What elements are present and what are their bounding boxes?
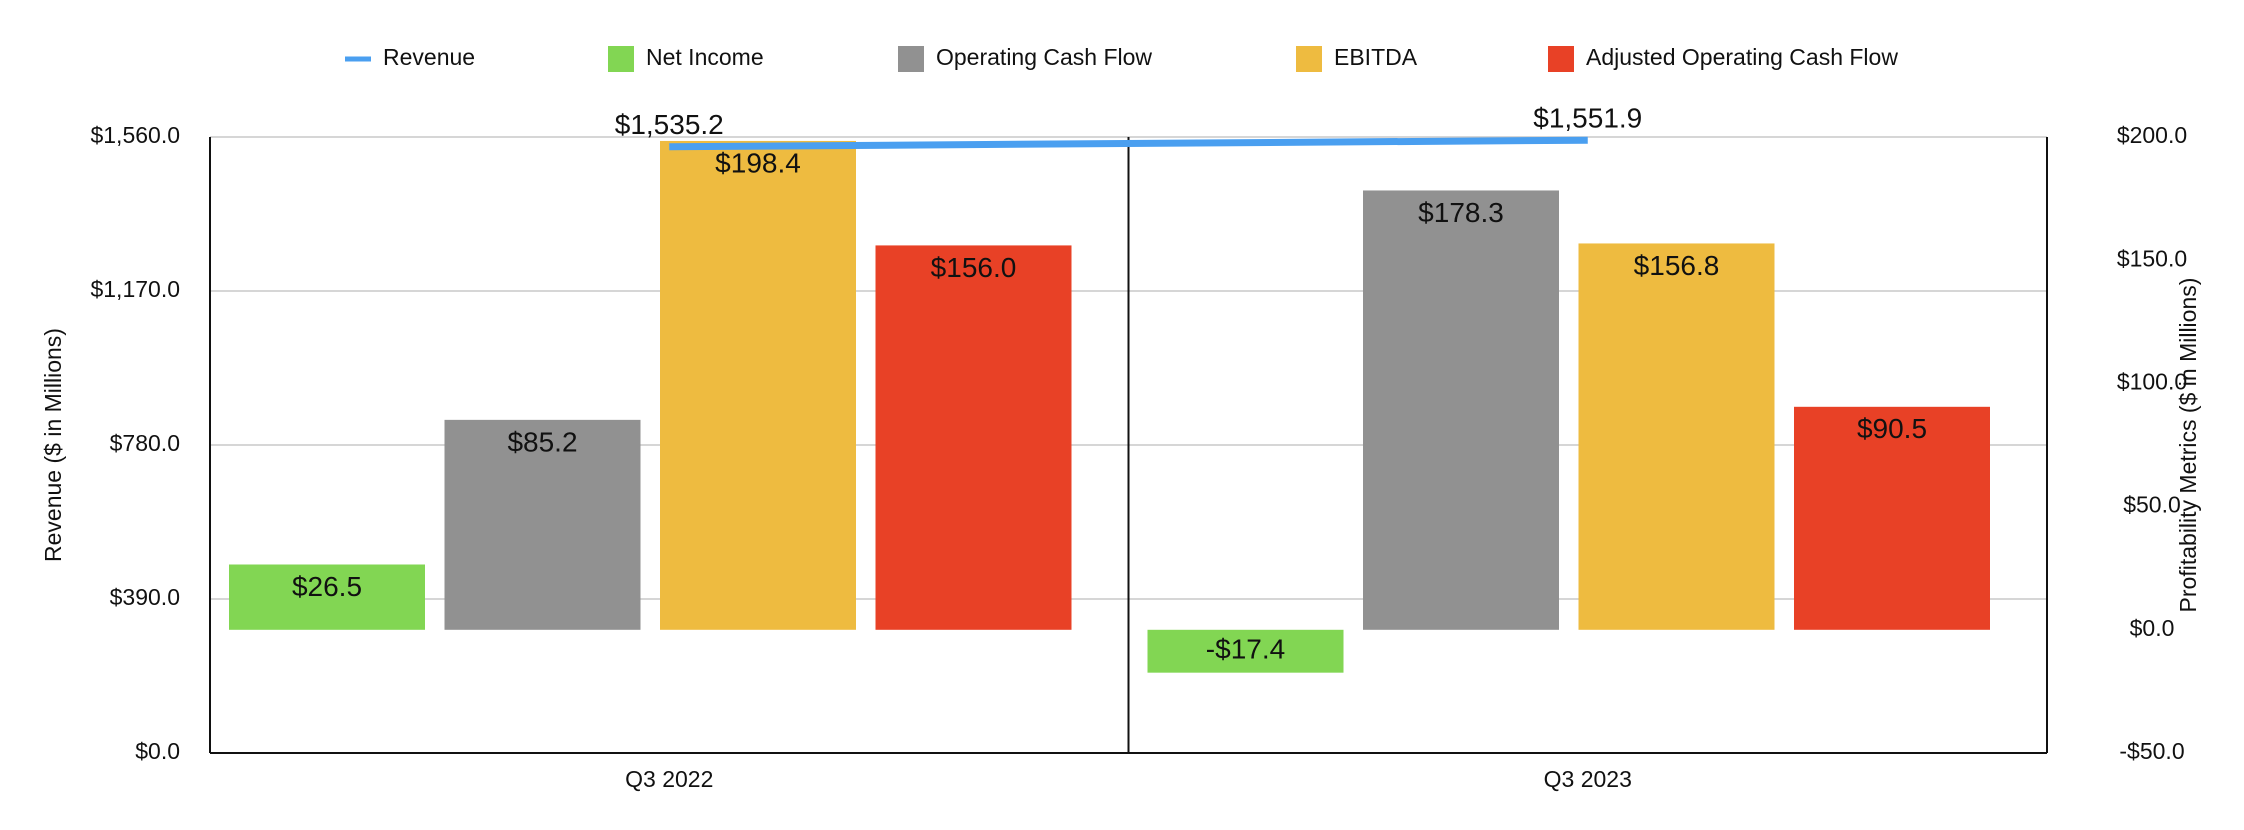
bar	[229, 564, 425, 630]
y-tick-label: $1,170.0	[90, 276, 180, 302]
y2-axis-title: Profitability Metrics ($ in Millions)	[2175, 278, 2201, 613]
y-tick-label: $1,560.0	[90, 122, 180, 148]
legend-swatch	[608, 46, 634, 72]
y-tick-label: $0.0	[135, 738, 180, 764]
bar	[1363, 190, 1559, 630]
y2-tick-label: $100.0	[2117, 368, 2187, 394]
legend-label: Adjusted Operating Cash Flow	[1586, 44, 1898, 70]
bar	[1794, 406, 1990, 630]
bar	[1578, 243, 1775, 630]
y2-tick-label: $0.0	[2130, 615, 2175, 641]
value-label: $198.4	[715, 147, 801, 178]
y2-tick-label: $150.0	[2117, 245, 2187, 271]
legend-swatch	[898, 46, 924, 72]
bar	[660, 140, 856, 630]
y-axis-title: Revenue ($ in Millions)	[40, 328, 66, 562]
x-tick-label: Q3 2023	[1544, 766, 1632, 792]
legend-label: Revenue	[383, 44, 475, 70]
value-label: $90.5	[1857, 413, 1927, 444]
value-label: -$17.4	[1206, 634, 1285, 665]
value-label: $178.3	[1418, 197, 1504, 228]
legend-swatch	[1548, 46, 1574, 72]
legend-label: Operating Cash Flow	[936, 44, 1152, 70]
value-label: $156.8	[1634, 250, 1720, 281]
value-label: $85.2	[507, 426, 577, 457]
y2-tick-label: $200.0	[2117, 122, 2187, 148]
legend-label: Net Income	[646, 44, 764, 70]
revenue-line	[669, 136, 1588, 151]
value-label: $26.5	[292, 571, 362, 602]
y2-tick-label: -$50.0	[2119, 738, 2184, 764]
legend-swatch	[1296, 46, 1322, 72]
value-label: $1,551.9	[1533, 103, 1642, 134]
bar	[444, 419, 641, 630]
y-tick-label: $780.0	[110, 430, 180, 456]
legend-label: EBITDA	[1334, 44, 1418, 70]
value-label: $1,535.2	[615, 109, 724, 140]
y-tick-label: $390.0	[110, 584, 180, 610]
y2-tick-label: $50.0	[2123, 492, 2181, 518]
x-tick-label: Q3 2022	[625, 766, 713, 792]
bar	[1147, 629, 1344, 673]
value-label: $156.0	[931, 252, 1017, 283]
bar	[875, 245, 1072, 630]
